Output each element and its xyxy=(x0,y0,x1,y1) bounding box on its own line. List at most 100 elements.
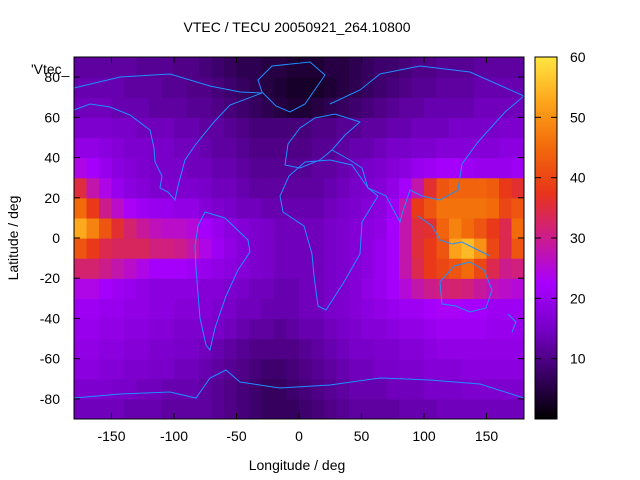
heat-cell xyxy=(199,378,213,400)
heat-cell xyxy=(74,338,88,360)
heat-cell xyxy=(124,258,138,279)
heat-cell xyxy=(211,378,225,400)
heat-cell xyxy=(236,97,250,118)
coastline-australia xyxy=(439,261,493,313)
heat-cell xyxy=(436,398,450,419)
heat-cell xyxy=(249,258,263,279)
heat-cell xyxy=(486,117,500,139)
heat-cell xyxy=(399,398,413,419)
heat-cell xyxy=(286,57,300,78)
heat-cell xyxy=(436,217,450,239)
heat-cell xyxy=(411,137,425,159)
x-axis-label: Longitude / deg xyxy=(249,457,346,473)
heat-cell xyxy=(386,278,400,299)
heat-cell xyxy=(361,117,375,139)
heat-cell xyxy=(461,117,475,139)
heat-cell xyxy=(424,177,438,199)
heat-cell xyxy=(99,217,113,239)
heat-cell xyxy=(261,177,275,199)
heat-cell xyxy=(199,177,213,199)
heat-cell xyxy=(386,238,400,259)
heat-cell xyxy=(449,77,463,98)
heat-cell xyxy=(436,177,450,199)
heat-cell xyxy=(211,278,225,299)
heat-cell xyxy=(199,258,213,279)
heat-cell xyxy=(99,97,113,118)
heat-cell xyxy=(311,338,325,360)
heat-cell xyxy=(224,57,238,78)
heat-cell xyxy=(474,278,488,299)
heat-cell xyxy=(211,398,225,419)
heat-cell xyxy=(336,197,350,219)
heat-cell xyxy=(399,197,413,219)
heat-cell xyxy=(299,298,313,320)
heat-cell xyxy=(186,358,200,380)
heat-cell xyxy=(249,117,263,139)
heat-cell xyxy=(236,217,250,239)
heat-cell xyxy=(299,157,313,179)
heat-cell xyxy=(161,57,175,78)
heat-cell xyxy=(274,137,288,159)
heat-cell xyxy=(349,177,363,199)
heat-cell xyxy=(111,238,125,259)
coastline-maritime-islands xyxy=(417,215,491,257)
heat-cell xyxy=(424,258,438,279)
heat-cell xyxy=(111,117,125,139)
heat-cell xyxy=(311,77,325,98)
heat-cell xyxy=(86,97,100,118)
heat-cell xyxy=(136,217,150,239)
heat-cell xyxy=(211,57,225,78)
heat-cell xyxy=(311,157,325,179)
heat-cell xyxy=(236,117,250,139)
heat-cell xyxy=(474,338,488,360)
heat-cell xyxy=(274,57,288,78)
heat-cell xyxy=(436,298,450,320)
y-tick-label: -20 xyxy=(40,270,60,286)
heat-cell xyxy=(236,358,250,380)
heat-cell xyxy=(149,77,163,98)
heat-cell xyxy=(99,358,113,380)
heat-cell xyxy=(461,398,475,419)
heat-cell xyxy=(161,157,175,179)
heat-cell xyxy=(111,378,125,400)
heat-cell xyxy=(161,117,175,139)
heat-cell xyxy=(136,338,150,360)
heat-cell xyxy=(361,157,375,179)
heat-cell xyxy=(286,217,300,239)
heat-cell xyxy=(286,197,300,219)
heat-cell xyxy=(299,358,313,380)
heat-cell xyxy=(149,358,163,380)
heat-cell xyxy=(349,97,363,118)
heat-cell xyxy=(261,197,275,219)
heat-cell xyxy=(411,177,425,199)
heat-cell xyxy=(161,238,175,259)
heat-cell xyxy=(474,378,488,400)
heat-cell xyxy=(236,238,250,259)
heat-cell xyxy=(74,398,88,419)
heat-cell xyxy=(324,238,338,259)
heat-cell xyxy=(511,278,524,299)
heat-cell xyxy=(486,137,500,159)
heat-cell xyxy=(374,378,388,400)
heat-cell xyxy=(99,378,113,400)
heat-cell xyxy=(511,338,524,360)
heat-cell xyxy=(249,378,263,400)
heat-cell xyxy=(99,338,113,360)
heat-cell xyxy=(461,318,475,340)
heat-cell xyxy=(124,137,138,159)
heat-cell xyxy=(299,318,313,340)
heat-cell xyxy=(286,298,300,320)
y-tick-label: 60 xyxy=(44,109,60,125)
heat-cell xyxy=(224,177,238,199)
heat-cell xyxy=(361,318,375,340)
heat-cell xyxy=(361,217,375,239)
heat-cell xyxy=(149,197,163,219)
heat-cell xyxy=(474,177,488,199)
heat-cell xyxy=(211,358,225,380)
heat-cell xyxy=(136,157,150,179)
heat-cell xyxy=(461,258,475,279)
heat-cell xyxy=(199,358,213,380)
heat-cell xyxy=(136,398,150,419)
heat-cell xyxy=(274,358,288,380)
x-tick-label: -100 xyxy=(160,428,188,444)
